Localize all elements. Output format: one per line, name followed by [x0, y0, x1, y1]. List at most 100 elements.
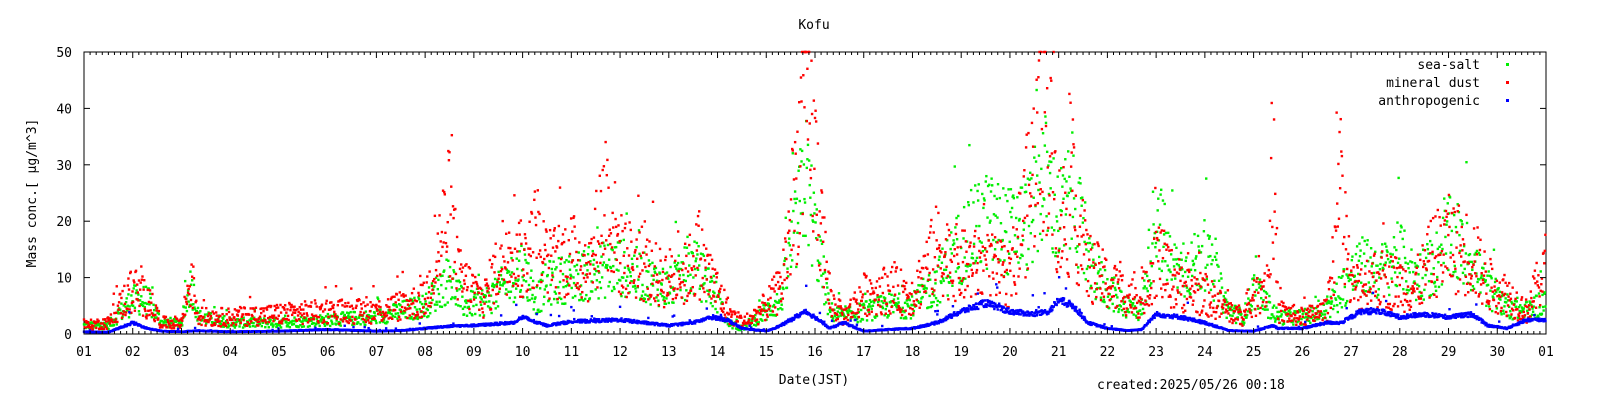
- data-point: [128, 308, 131, 311]
- data-point: [599, 245, 602, 248]
- data-point: [945, 276, 948, 280]
- data-point: [1342, 270, 1345, 273]
- data-point: [767, 302, 771, 306]
- data-point: [376, 312, 380, 315]
- data-point: [1303, 307, 1307, 311]
- data-point: [440, 230, 444, 234]
- data-point: [1121, 314, 1125, 317]
- data-point: [1333, 281, 1336, 284]
- data-point: [836, 310, 840, 313]
- data-point: [844, 316, 848, 319]
- data-point: [1134, 286, 1137, 290]
- data-point: [1307, 310, 1311, 314]
- data-point: [1343, 268, 1346, 271]
- data-point: [1274, 232, 1278, 236]
- data-point: [245, 324, 249, 328]
- data-point: [1248, 310, 1252, 314]
- data-point: [1354, 288, 1357, 291]
- data-point: [162, 315, 166, 318]
- data-point: [1191, 259, 1194, 263]
- data-point: [654, 271, 657, 275]
- data-point: [1374, 290, 1378, 293]
- data-point: [1185, 297, 1189, 301]
- data-point: [1365, 243, 1369, 246]
- data-point: [1070, 237, 1073, 240]
- data-point: [1360, 281, 1363, 284]
- data-point: [1392, 304, 1395, 308]
- data-point: [451, 205, 455, 208]
- data-point: [601, 168, 604, 172]
- data-point: [1255, 277, 1259, 280]
- data-point: [1052, 229, 1056, 232]
- data-point: [540, 280, 543, 284]
- data-point: [367, 316, 370, 319]
- data-point: [1429, 294, 1432, 297]
- data-point: [1271, 225, 1274, 229]
- data-point: [1512, 309, 1515, 312]
- data-point: [1328, 300, 1331, 303]
- data-point: [346, 316, 349, 320]
- data-point: [1468, 273, 1471, 276]
- data-point: [1285, 307, 1289, 311]
- data-point: [811, 214, 814, 218]
- data-point: [1526, 305, 1529, 309]
- data-point: [823, 271, 827, 274]
- data-point: [1160, 229, 1163, 232]
- data-point: [1317, 310, 1320, 313]
- data-point: [1432, 267, 1435, 270]
- data-point: [1321, 313, 1324, 316]
- data-point: [726, 311, 729, 315]
- data-point: [1410, 291, 1414, 295]
- data-point: [782, 248, 785, 251]
- data-point: [476, 293, 479, 296]
- data-point: [905, 317, 908, 320]
- data-point: [150, 312, 154, 315]
- data-point: [765, 313, 769, 316]
- data-point: [163, 318, 166, 321]
- data-point: [1051, 233, 1054, 236]
- data-point: [1495, 279, 1499, 282]
- data-point: [1337, 275, 1341, 279]
- data-point: [1443, 197, 1446, 200]
- data-point: [1089, 284, 1093, 288]
- data-point: [1252, 277, 1255, 280]
- data-point: [1154, 230, 1158, 234]
- data-point: [1130, 283, 1133, 286]
- data-point: [1117, 287, 1121, 290]
- data-point: [222, 321, 225, 325]
- data-point: [1336, 225, 1340, 228]
- data-point: [130, 311, 133, 314]
- data-point: [1064, 158, 1067, 161]
- data-point: [1151, 190, 1155, 193]
- data-point: [1085, 290, 1089, 293]
- data-point: [1260, 280, 1263, 284]
- data-point: [731, 310, 734, 313]
- data-point: [252, 316, 256, 319]
- data-point: [1029, 232, 1032, 235]
- data-point: [1381, 269, 1385, 272]
- data-point: [1000, 248, 1003, 251]
- data-point: [1268, 294, 1271, 298]
- data-point: [309, 316, 313, 320]
- data-point: [227, 310, 231, 314]
- data-point: [1189, 296, 1193, 299]
- data-point: [906, 302, 909, 306]
- data-point: [1080, 204, 1083, 207]
- data-point: [1085, 228, 1088, 232]
- data-point: [768, 304, 772, 308]
- data-point: [468, 307, 471, 311]
- data-point: [1480, 274, 1483, 277]
- data-point: [1030, 220, 1034, 224]
- data-point: [888, 309, 891, 313]
- data-point: [1493, 292, 1496, 295]
- data-point: [1454, 270, 1457, 273]
- data-point: [1049, 76, 1052, 80]
- data-point: [1195, 255, 1198, 258]
- data-point: [778, 299, 781, 302]
- data-point: [962, 296, 966, 299]
- data-point: [433, 277, 436, 281]
- data-point: [323, 322, 326, 326]
- data-point: [951, 281, 954, 285]
- data-point: [1230, 305, 1233, 309]
- data-point: [1279, 309, 1283, 313]
